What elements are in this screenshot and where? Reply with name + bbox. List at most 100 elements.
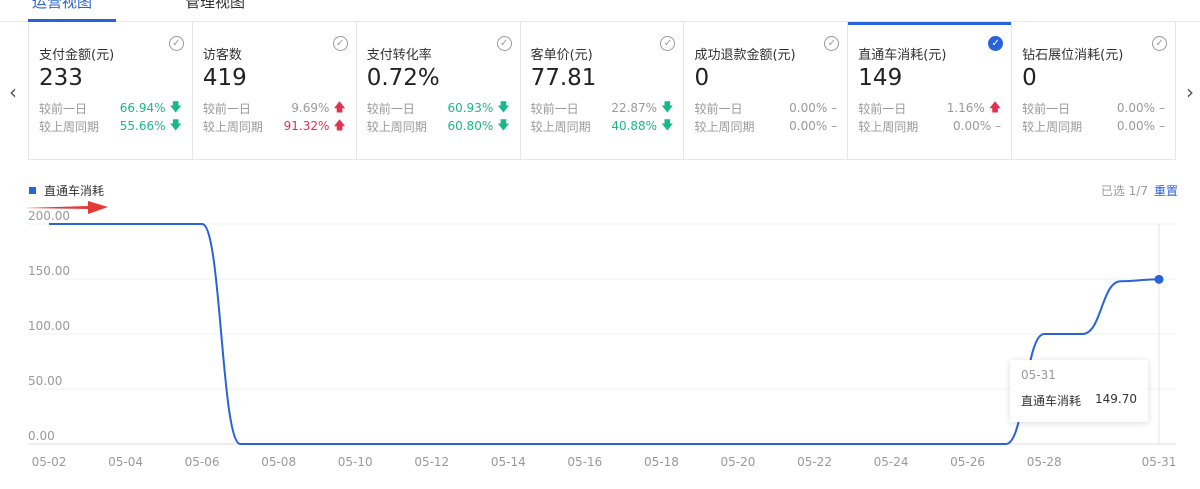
comparison-row: 较上周同期 40.88% 🡇 bbox=[531, 117, 674, 135]
comparison-row: 较前一日 1.16% 🡅 bbox=[858, 99, 1001, 117]
metric-card[interactable]: ✓ 访客数 419 较前一日 9.69% 🡅 较上周同期 91.32% 🡅 bbox=[191, 22, 356, 159]
arrow-down-icon: 🡇 bbox=[661, 117, 674, 132]
x-tick-label: 05-20 bbox=[721, 455, 756, 469]
comparison-label: 较上周同期 bbox=[366, 119, 427, 134]
comparison-pct: 60.93% bbox=[447, 101, 494, 115]
comparison-pct: 40.88% bbox=[611, 119, 658, 133]
x-tick-label: 05-28 bbox=[1027, 455, 1062, 469]
comparison-row: 较上周同期 0.00% – bbox=[1022, 117, 1165, 135]
card-title: 钻石展位消耗(元) bbox=[1022, 48, 1124, 63]
arrow-up-icon: 🡅 bbox=[988, 99, 1002, 114]
tab-management[interactable]: 管理视图 bbox=[185, 0, 246, 11]
card-title: 客单价(元) bbox=[530, 48, 593, 63]
legend-label: 直通车消耗 bbox=[44, 184, 105, 198]
selection-info: 已选 1/7 重置 bbox=[1101, 182, 1178, 199]
check-circle-icon[interactable]: ✓ bbox=[168, 36, 184, 51]
card-title: 成功退款金额(元) bbox=[694, 48, 796, 63]
comparison-pct: 0.00% bbox=[789, 101, 828, 115]
dash-icon: – bbox=[995, 119, 1002, 133]
comparison-pct: 1.16% bbox=[946, 101, 985, 115]
y-tick-label: 0.00 bbox=[28, 429, 55, 443]
x-tick-label: 05-18 bbox=[644, 455, 679, 469]
comparison-row: 较上周同期 0.00% – bbox=[694, 117, 837, 135]
card-value: 149 bbox=[858, 65, 903, 91]
metric-card[interactable]: ✓ 成功退款金额(元) 0 较前一日 0.00% – 较上周同期 0.00% – bbox=[683, 22, 847, 159]
check-circle-icon[interactable]: ✓ bbox=[1152, 36, 1168, 51]
prev-arrow-icon[interactable]: ‹ bbox=[9, 80, 17, 104]
metric-card[interactable]: ✓ 支付金额(元) 233 较前一日 66.94% 🡇 较上周同期 55.66% 🡇 bbox=[28, 22, 192, 159]
comparison-row: 较上周同期 91.32% 🡅 bbox=[203, 117, 346, 135]
comparison-label: 较前一日 bbox=[366, 101, 415, 116]
reset-link[interactable]: 重置 bbox=[1153, 184, 1178, 198]
comparison-row: 较上周同期 55.66% 🡇 bbox=[39, 117, 182, 135]
comparison-label: 较前一日 bbox=[694, 101, 743, 116]
chart-legend[interactable]: 直通车消耗 bbox=[29, 182, 104, 199]
card-value: 0 bbox=[1022, 65, 1037, 91]
x-tick-label: 05-22 bbox=[797, 455, 832, 469]
selection-count: 已选 1/7 bbox=[1100, 184, 1148, 198]
comparison-row: 较上周同期 60.80% 🡇 bbox=[367, 117, 510, 135]
check-circle-icon[interactable]: ✓ bbox=[332, 36, 348, 51]
comparison-row: 较前一日 0.00% – bbox=[694, 99, 837, 117]
comparison-pct: 55.66% bbox=[119, 119, 166, 133]
view-tabs: 运营视图 管理视图 bbox=[0, 0, 1200, 22]
active-tab-indicator bbox=[28, 19, 116, 22]
comparison-pct: 0.00% bbox=[1116, 119, 1156, 133]
x-tick-label: 05-14 bbox=[491, 455, 526, 469]
comparison-pct: 66.94% bbox=[119, 101, 166, 115]
x-tick-label: 05-04 bbox=[108, 455, 143, 469]
metric-card[interactable]: ✓ 钻石展位消耗(元) 0 较前一日 0.00% – 较上周同期 0.00% – bbox=[1011, 22, 1177, 159]
card-value: 77.81 bbox=[530, 65, 597, 91]
legend-swatch bbox=[29, 187, 36, 194]
tooltip-value: 149.70 bbox=[1095, 392, 1137, 406]
comparison-pct: 91.32% bbox=[283, 119, 330, 133]
arrow-up-icon: 🡅 bbox=[333, 117, 346, 132]
y-tick-label: 100.00 bbox=[28, 319, 70, 333]
comparison-pct: 0.00% bbox=[953, 119, 992, 133]
card-value: 0 bbox=[694, 65, 710, 91]
comparison-label: 较前一日 bbox=[202, 101, 251, 116]
dash-icon: – bbox=[1159, 119, 1166, 133]
comparison-label: 较前一日 bbox=[1022, 101, 1071, 116]
chart-tooltip: 05-31 直通车消耗 149.70 bbox=[1010, 360, 1148, 422]
comparison-row: 较前一日 0.00% – bbox=[1022, 99, 1165, 117]
line-chart: 0.00 50.00 100.00 150.00 200.00 05-02 05-04 05-… bbox=[24, 201, 1176, 469]
tab-operations[interactable]: 运营视图 bbox=[32, 0, 93, 11]
metric-cards: ✓ 支付金额(元) 233 较前一日 66.94% 🡇 较上周同期 55.66% 🡇 ✓ 访客… bbox=[28, 22, 1177, 160]
comparison-pct: 0.00% bbox=[1116, 101, 1156, 115]
comparison-row: 较上周同期 0.00% – bbox=[858, 117, 1001, 135]
x-tick-label: 05-24 bbox=[874, 455, 909, 469]
x-tick-label: 05-16 bbox=[567, 455, 602, 469]
arrow-down-icon: 🡇 bbox=[661, 99, 674, 114]
tooltip-series: 直通车消耗 bbox=[1021, 394, 1082, 408]
check-circle-icon[interactable]: ✓ bbox=[660, 36, 676, 51]
comparison-label: 较上周同期 bbox=[202, 119, 263, 134]
card-title: 直通车消耗(元) bbox=[858, 48, 947, 63]
metric-card[interactable]: ✓ 支付转化率 0.72% 较前一日 60.93% 🡇 较上周同期 60.80% 🡇 bbox=[355, 22, 520, 159]
x-tick-label: 05-02 bbox=[32, 455, 67, 469]
dash-icon: – bbox=[831, 119, 838, 133]
card-title: 访客数 bbox=[202, 48, 242, 63]
comparison-label: 较上周同期 bbox=[1022, 119, 1083, 134]
comparison-pct: 22.87% bbox=[611, 101, 658, 115]
comparison-label: 较前一日 bbox=[530, 101, 579, 116]
comparison-row: 较前一日 66.94% 🡇 bbox=[39, 99, 182, 117]
checked-icon[interactable]: ✓ bbox=[988, 36, 1004, 51]
next-arrow-icon[interactable]: › bbox=[1186, 80, 1194, 104]
comparison-row: 较前一日 9.69% 🡅 bbox=[203, 99, 346, 117]
comparison-label: 较上周同期 bbox=[39, 119, 100, 134]
comparison-label: 较前一日 bbox=[858, 101, 907, 116]
comparison-row: 较前一日 22.87% 🡇 bbox=[531, 99, 674, 117]
metric-card[interactable]: ✓ 直通车消耗(元) 149 较前一日 1.16% 🡅 较上周同期 0.00% – bbox=[847, 22, 1012, 159]
metric-card[interactable]: ✓ 客单价(元) 77.81 较前一日 22.87% 🡇 较上周同期 40.88% 🡇 bbox=[519, 22, 684, 159]
arrow-down-icon: 🡇 bbox=[169, 117, 182, 132]
comparison-pct: 9.69% bbox=[291, 101, 330, 115]
arrow-down-icon: 🡇 bbox=[497, 99, 510, 114]
check-circle-icon[interactable]: ✓ bbox=[824, 36, 840, 51]
check-circle-icon[interactable]: ✓ bbox=[496, 36, 512, 51]
x-tick-label: 05-10 bbox=[338, 455, 373, 469]
x-tick-label: 05-12 bbox=[414, 455, 449, 469]
x-tick-label: 05-26 bbox=[950, 455, 985, 469]
series-line bbox=[48, 223, 1160, 445]
arrow-up-icon: 🡅 bbox=[333, 99, 346, 114]
